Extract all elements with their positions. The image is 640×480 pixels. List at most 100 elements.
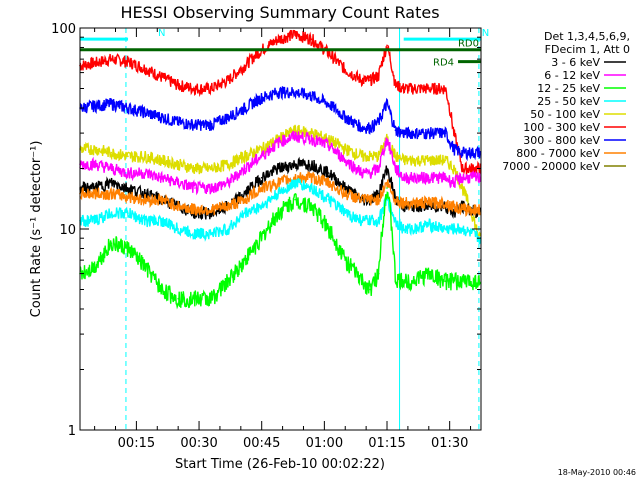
data-point [478, 151, 480, 154]
data-point [369, 172, 372, 174]
data-point [386, 138, 388, 140]
data-point [428, 223, 430, 226]
data-point [244, 212, 246, 214]
data-point [411, 280, 413, 283]
data-point [294, 181, 296, 184]
series-trace-100-300kev [79, 29, 482, 176]
data-point [143, 67, 146, 70]
data-point [453, 132, 455, 134]
data-point [110, 151, 113, 154]
data-point [227, 116, 230, 118]
data-point [260, 155, 263, 158]
data-point [453, 181, 455, 184]
data-point [444, 202, 447, 204]
data-point [344, 148, 347, 150]
data-point [160, 288, 163, 291]
data-point [277, 192, 280, 195]
data-point [386, 181, 388, 184]
data-point [194, 167, 196, 170]
data-point [377, 219, 380, 222]
data-point [210, 187, 213, 189]
data-point [160, 198, 163, 201]
data-point [361, 172, 363, 174]
data-point [377, 167, 380, 170]
series-line [79, 29, 482, 176]
data-point [177, 297, 179, 300]
data-point [369, 219, 372, 222]
data-point [177, 228, 179, 230]
x-tick-label: 01:30 [431, 436, 468, 451]
data-point [294, 163, 296, 165]
data-point [210, 232, 213, 235]
data-point [377, 272, 380, 275]
data-point [344, 212, 347, 214]
series-line [79, 130, 481, 196]
data-point [227, 79, 230, 81]
data-point [127, 247, 129, 250]
data-point [93, 148, 96, 150]
data-point [160, 76, 163, 78]
data-point [177, 205, 179, 207]
data-point [327, 52, 330, 54]
data-point [160, 176, 163, 179]
data-point [93, 192, 96, 195]
data-point [110, 181, 113, 184]
series-line [79, 191, 482, 310]
data-point [361, 126, 363, 129]
x-tick-label: 01:00 [306, 436, 343, 451]
data-point [428, 132, 430, 134]
data-point [402, 87, 405, 90]
series-line [79, 178, 482, 245]
legend-label: 300 - 800 keV [523, 134, 600, 147]
data-point [127, 195, 129, 198]
data-point [277, 141, 280, 144]
series-line [79, 86, 482, 162]
y-tick-label: 1 [68, 424, 76, 439]
data-point [411, 202, 413, 204]
data-point [311, 95, 313, 97]
annotation-label-1: N [482, 28, 489, 39]
data-point [369, 155, 372, 158]
series-trace-6-12kev [79, 130, 481, 196]
data-point [377, 198, 380, 201]
legend-label: 6 - 12 keV [544, 69, 600, 82]
legend-label: 100 - 300 keV [523, 121, 600, 134]
data-point [143, 155, 146, 158]
data-point [377, 121, 380, 123]
data-point [194, 232, 196, 235]
data-point [478, 280, 480, 283]
data-point [93, 62, 96, 64]
data-point [394, 167, 397, 170]
data-point [344, 159, 347, 161]
data-point [294, 91, 296, 93]
data-point [227, 205, 230, 207]
data-point [311, 176, 313, 179]
y-tick-label: 100 [51, 22, 76, 37]
data-point [311, 205, 313, 207]
data-point [177, 121, 179, 123]
data-point [411, 176, 413, 179]
data-point [294, 135, 296, 137]
data-point [244, 64, 246, 67]
data-point [260, 96, 263, 99]
x-tick-label: 00:45 [243, 436, 280, 451]
data-point [277, 181, 280, 184]
data-point [327, 144, 330, 147]
data-point [361, 155, 363, 158]
annotation-label-0: N [158, 28, 165, 39]
data-point [127, 187, 129, 189]
data-point [311, 38, 313, 40]
annotation-label-2: RD0 [458, 39, 479, 50]
data-point [461, 176, 464, 179]
data-point [260, 187, 263, 189]
data-point [369, 126, 372, 129]
data-point [110, 102, 113, 105]
data-point [327, 102, 330, 105]
data-point [294, 198, 296, 201]
data-point [244, 167, 246, 170]
data-point [260, 176, 263, 179]
data-point [369, 198, 372, 201]
data-point [394, 84, 397, 86]
data-point [327, 181, 330, 184]
